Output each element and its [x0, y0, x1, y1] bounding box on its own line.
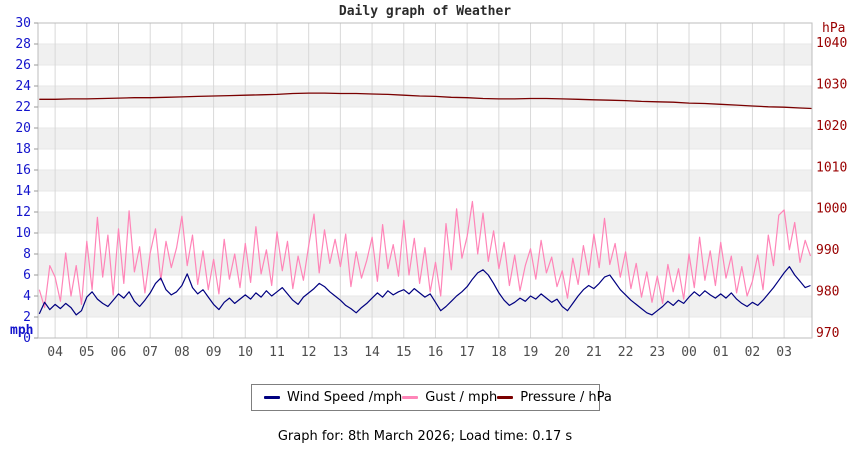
- left-axis-tick-label: 20: [15, 121, 31, 136]
- left-axis-tick-label: 2: [23, 310, 31, 325]
- x-axis-tick-label: 17: [459, 345, 475, 360]
- x-axis-tick-label: 13: [333, 345, 349, 360]
- x-axis-tick-label: 23: [649, 345, 665, 360]
- gust-swatch: [402, 396, 419, 399]
- x-axis-tick-label: 12: [301, 345, 317, 360]
- x-axis-tick-label: 05: [79, 345, 95, 360]
- x-axis-tick-label: 22: [618, 345, 634, 360]
- right-axis-tick-label: 990: [816, 243, 839, 258]
- x-axis-tick-label: 16: [428, 345, 444, 360]
- x-axis-tick-label: 01: [713, 345, 729, 360]
- right-axis-tick-label: 1020: [816, 119, 847, 134]
- x-axis-tick-label: 06: [111, 345, 127, 360]
- left-axis-unit: mph: [10, 323, 33, 338]
- right-axis-tick-label: 970: [816, 326, 839, 341]
- left-axis-tick-label: 28: [15, 37, 31, 52]
- pressure-swatch: [497, 396, 514, 399]
- left-axis-tick-label: 26: [15, 58, 31, 73]
- legend-item-pressure: Pressure / hPa: [497, 390, 612, 405]
- right-axis-tick-label: 1010: [816, 160, 847, 175]
- wind-speed-line: [38, 266, 811, 316]
- band-row: [38, 44, 812, 65]
- legend-label-gust: Gust / mph: [425, 390, 498, 405]
- left-axis-tick-label: 14: [15, 184, 31, 199]
- x-axis-tick-label: 20: [554, 345, 570, 360]
- legend-item-gust: Gust / mph: [402, 390, 497, 405]
- x-axis-tick-label: 18: [491, 345, 507, 360]
- left-axis-tick-label: 22: [15, 100, 31, 115]
- right-axis-tick-label: 980: [816, 285, 839, 300]
- x-axis-tick-label: 19: [523, 345, 539, 360]
- left-axis-tick-label: 12: [15, 205, 31, 220]
- left-axis-tick-label: 0: [23, 331, 31, 346]
- x-axis-tick-label: 03: [776, 345, 792, 360]
- left-axis-tick-label: 18: [15, 142, 31, 157]
- legend-label-pressure: Pressure / hPa: [520, 390, 612, 405]
- left-axis-tick-label: 16: [15, 163, 31, 178]
- x-axis-tick-label: 09: [206, 345, 222, 360]
- footer-caption: Graph for: 8th March 2026; Load time: 0.…: [277, 429, 573, 444]
- legend-label-wind-speed: Wind Speed /mph: [287, 390, 403, 405]
- x-axis-tick-label: 07: [142, 345, 158, 360]
- x-axis-tick-label: 08: [174, 345, 190, 360]
- x-axis-tick-label: 21: [586, 345, 602, 360]
- band-row: [38, 128, 812, 149]
- x-axis-tick-label: 04: [47, 345, 63, 360]
- x-axis-tick-label: 02: [745, 345, 761, 360]
- legend-item-wind-speed: Wind Speed /mph: [264, 390, 402, 405]
- gust-line: [38, 200, 812, 309]
- left-axis-tick-label: 30: [15, 16, 31, 31]
- x-axis-tick-label: 14: [364, 345, 380, 360]
- right-axis-tick-label: 1040: [816, 36, 847, 51]
- left-axis-tick-label: 24: [15, 79, 31, 94]
- wind-speed-swatch: [264, 396, 280, 399]
- chart-title: Daily graph of Weather: [338, 4, 512, 19]
- band-row: [38, 212, 812, 233]
- x-axis-tick-label: 11: [269, 345, 285, 360]
- band-row: [38, 170, 812, 191]
- right-axis-tick-label: 1000: [816, 202, 847, 217]
- x-axis-tick-label: 10: [237, 345, 253, 360]
- x-axis-tick-label: 00: [681, 345, 697, 360]
- band-row: [38, 296, 812, 317]
- right-axis-unit: hPa: [822, 21, 845, 36]
- left-axis-tick-label: 10: [15, 226, 31, 241]
- left-axis-tick-label: 6: [23, 268, 31, 283]
- x-axis-tick-label: 15: [396, 345, 412, 360]
- right-axis-tick-label: 1030: [816, 77, 847, 92]
- left-axis-tick-label: 4: [23, 289, 31, 304]
- left-axis-tick-label: 8: [23, 247, 31, 262]
- pressure-line: [39, 92, 813, 110]
- chart-legend: Wind Speed /mph Gust / mph Pressure / hP…: [251, 384, 612, 411]
